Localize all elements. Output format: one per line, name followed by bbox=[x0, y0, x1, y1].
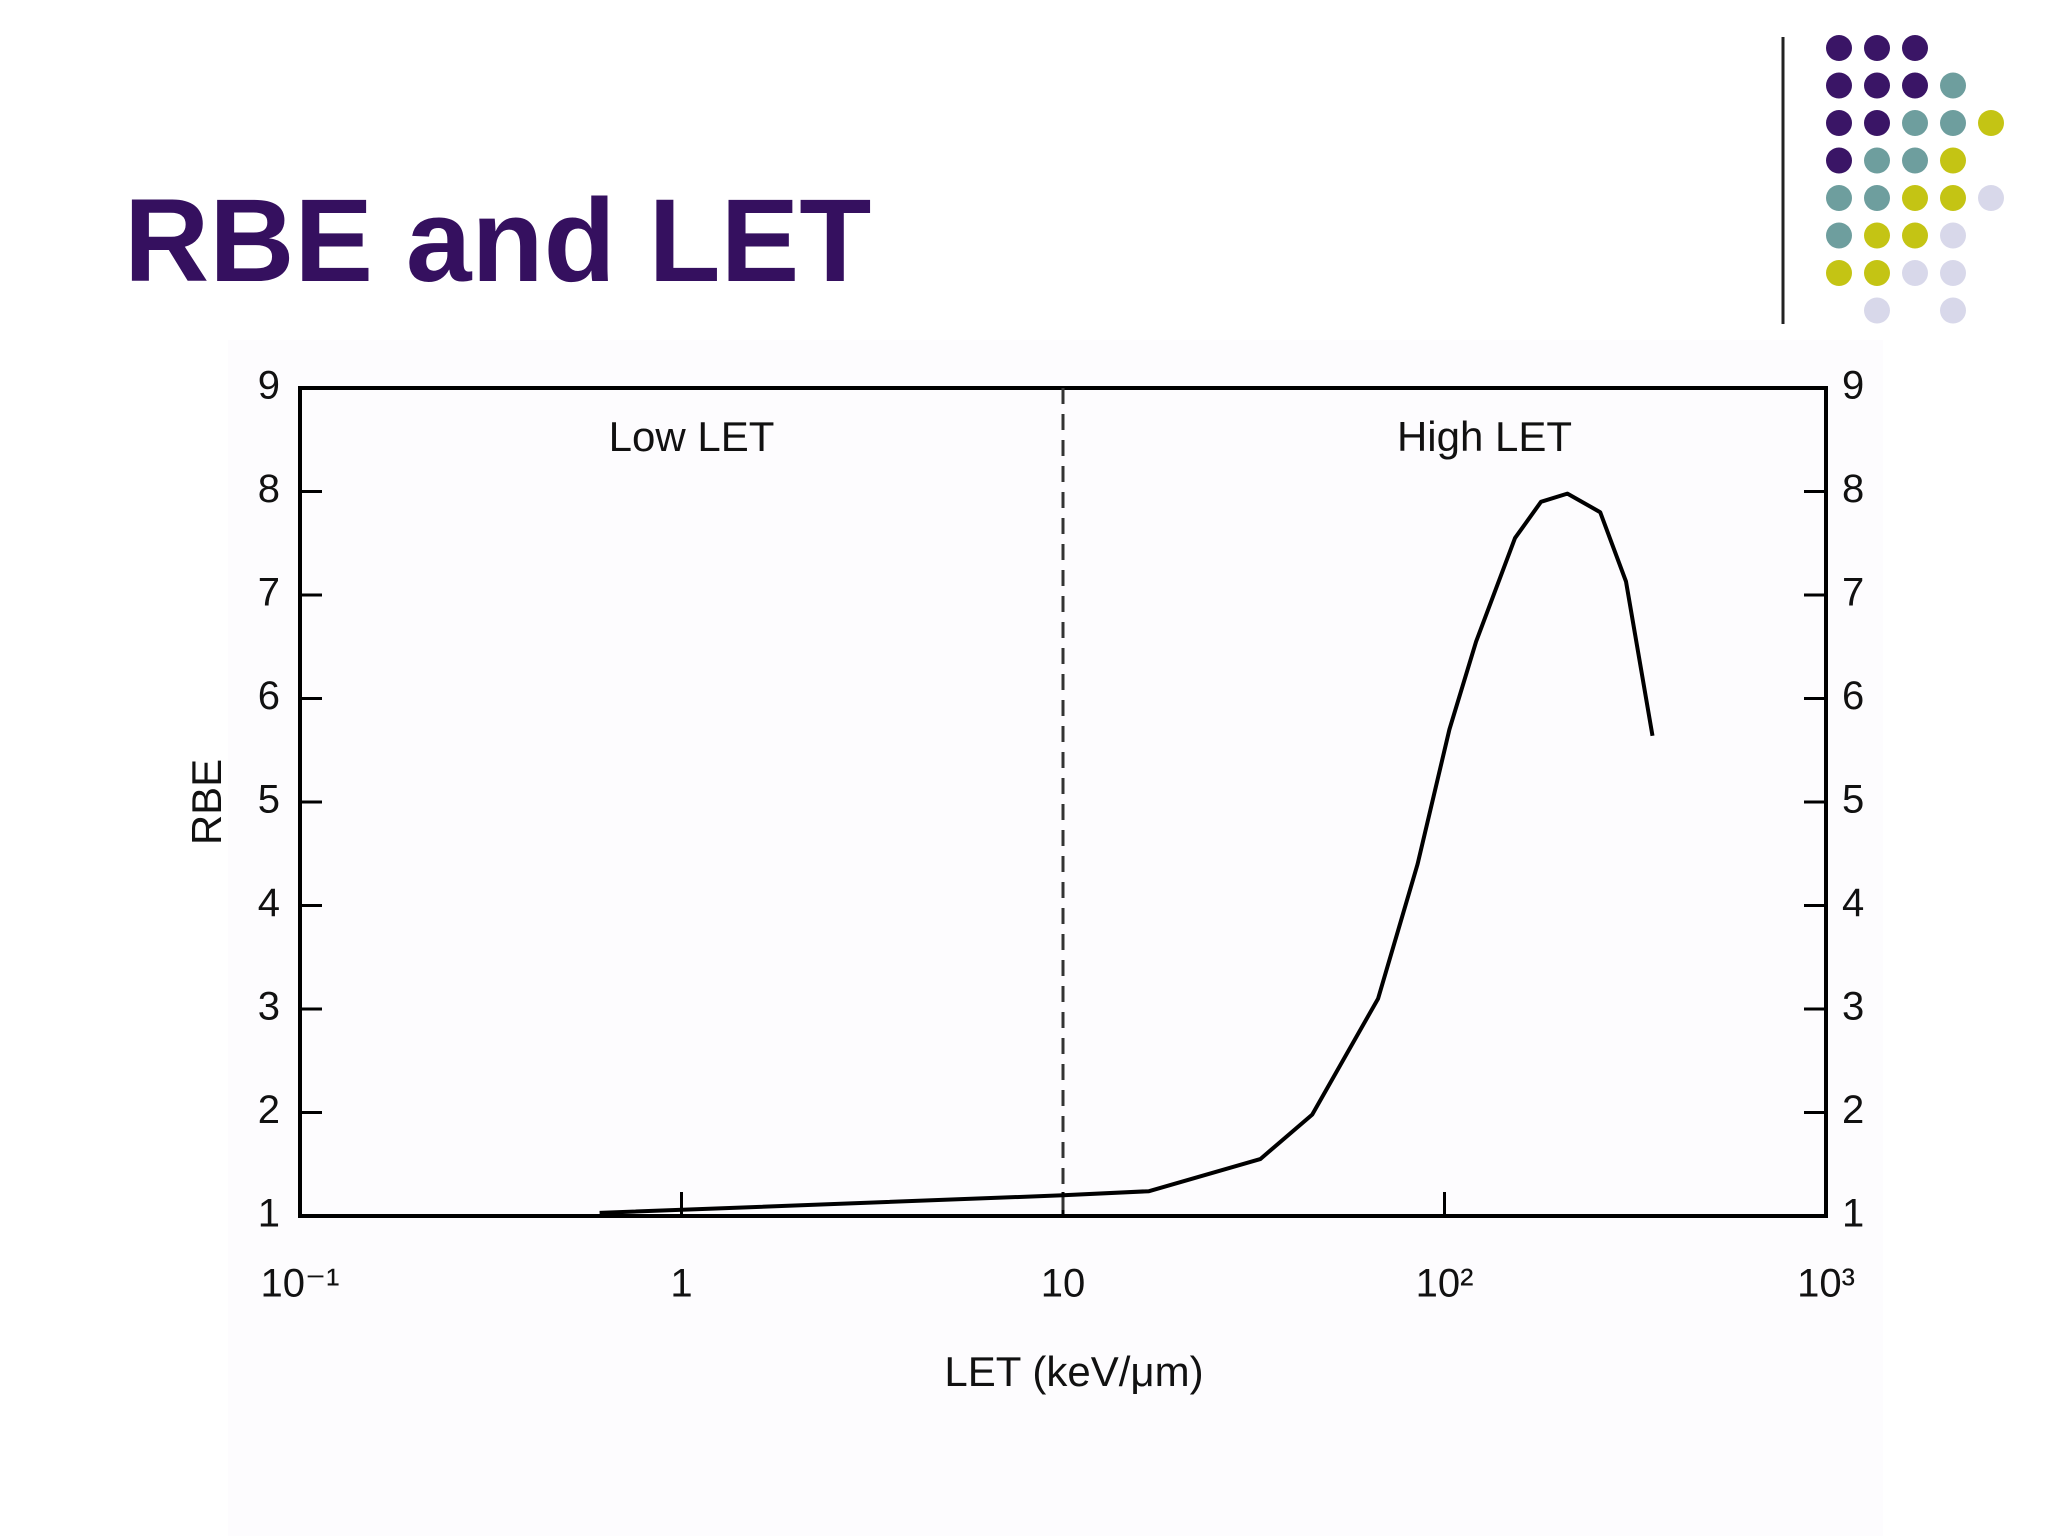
y-tick-label: 8 bbox=[258, 467, 280, 511]
y2-tick-label: 7 bbox=[1842, 571, 1864, 615]
dot bbox=[1864, 72, 1890, 99]
y-tick-label: 9 bbox=[258, 364, 280, 408]
dot bbox=[1826, 260, 1852, 286]
dot bbox=[1902, 147, 1928, 174]
y-axis-label: RBE bbox=[183, 759, 230, 845]
dot bbox=[1940, 297, 1966, 324]
dot bbox=[1902, 185, 1928, 211]
dot bbox=[1864, 222, 1890, 249]
y-tick-label: 2 bbox=[258, 1088, 280, 1132]
y2-tick-label: 8 bbox=[1842, 467, 1864, 511]
dot bbox=[1826, 35, 1852, 61]
y2-tick-label: 2 bbox=[1842, 1088, 1864, 1132]
dot bbox=[1940, 72, 1966, 99]
dot bbox=[1940, 147, 1966, 174]
dot bbox=[1864, 147, 1890, 174]
y-tick-label: 1 bbox=[258, 1192, 280, 1236]
dot bbox=[1864, 297, 1890, 324]
y-tick-label: 5 bbox=[258, 778, 280, 822]
dot bbox=[1826, 110, 1852, 136]
chart: 1 1 2 2 3 3 4 4 5 5 6 6 7 7 8 8 9 9 10⁻¹ 1 10 10² 10³ Low LET Hi… bbox=[183, 364, 1864, 1396]
dot bbox=[1940, 260, 1966, 286]
y2-tick-label: 9 bbox=[1842, 364, 1864, 408]
y2-tick-label: 6 bbox=[1842, 674, 1864, 718]
x-tick-label: 10³ bbox=[1797, 1262, 1855, 1306]
x-tick-label: 1 bbox=[670, 1262, 692, 1306]
data-line bbox=[599, 491, 1655, 1215]
dot bbox=[1864, 35, 1890, 61]
dot bbox=[1826, 222, 1852, 249]
dot bbox=[1978, 110, 2004, 136]
dot bbox=[1902, 110, 1928, 136]
y2-tick-label: 5 bbox=[1842, 778, 1864, 822]
x-tick-label: 10² bbox=[1416, 1262, 1474, 1306]
dot bbox=[1940, 222, 1966, 249]
dot bbox=[1826, 147, 1852, 174]
dot bbox=[1902, 72, 1928, 99]
dot bbox=[1864, 260, 1890, 286]
y-tick-label: 7 bbox=[258, 571, 280, 615]
dot bbox=[1826, 72, 1852, 99]
y-tick-label: 6 bbox=[258, 674, 280, 718]
y-tick-label: 3 bbox=[258, 985, 280, 1029]
y-tick-label: 4 bbox=[258, 881, 280, 925]
decoration-dots bbox=[1826, 35, 2004, 324]
dot bbox=[1864, 110, 1890, 136]
x-tick-label: 10 bbox=[1041, 1262, 1086, 1306]
dot bbox=[1940, 185, 1966, 211]
x-tick-label: 10⁻¹ bbox=[261, 1262, 340, 1306]
dot bbox=[1902, 35, 1928, 61]
annotation: High LET bbox=[1397, 413, 1572, 460]
figure-background bbox=[228, 340, 1883, 1536]
dot bbox=[1902, 260, 1928, 286]
dot bbox=[1864, 185, 1890, 211]
annotation: Low LET bbox=[609, 413, 775, 460]
dot bbox=[1978, 185, 2004, 211]
slide-title: RBE and LET bbox=[124, 175, 871, 307]
x-axis-label: LET (keV/μm) bbox=[944, 1348, 1203, 1395]
dot bbox=[1826, 185, 1852, 211]
y2-tick-label: 3 bbox=[1842, 985, 1864, 1029]
y2-tick-label: 1 bbox=[1842, 1192, 1864, 1236]
dot bbox=[1940, 110, 1966, 136]
dot bbox=[1902, 222, 1928, 249]
y2-tick-label: 4 bbox=[1842, 881, 1864, 925]
